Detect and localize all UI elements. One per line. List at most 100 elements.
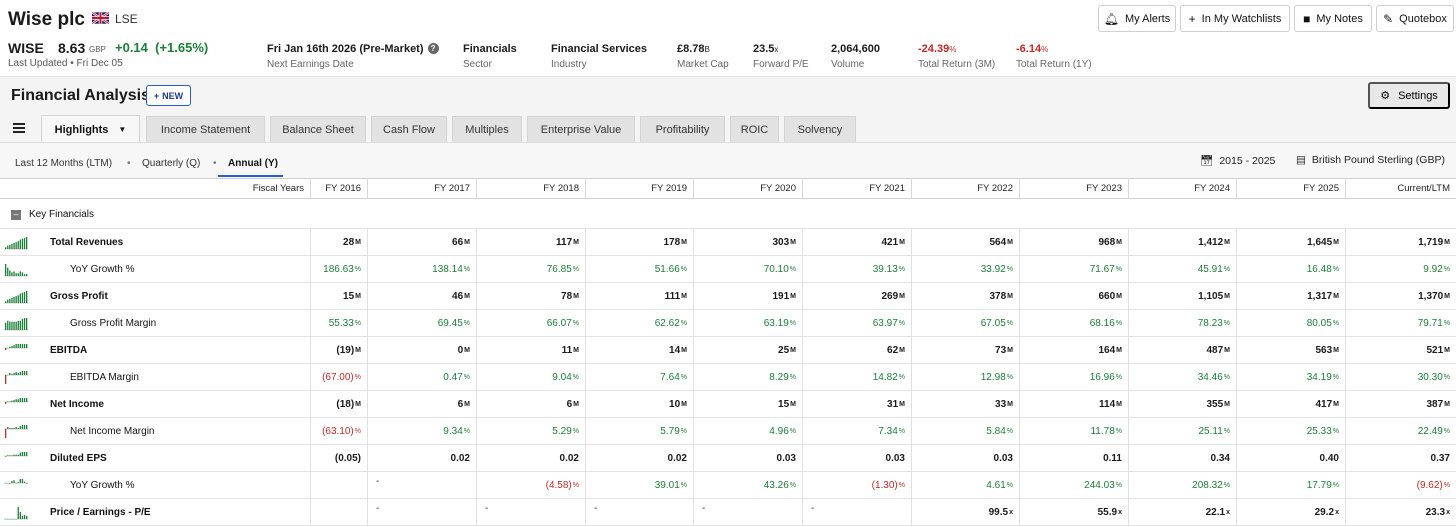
table-cell[interactable]: 30.30%: [1345, 364, 1456, 391]
table-cell[interactable]: 563 M: [1236, 337, 1345, 364]
table-cell[interactable]: 78 M: [476, 283, 585, 310]
tab-profitability[interactable]: Profitability: [640, 116, 725, 142]
table-cell[interactable]: 0.11: [1019, 445, 1128, 472]
tab-roic[interactable]: ROIC: [730, 116, 779, 142]
table-cell[interactable]: 22.1 x: [1128, 499, 1236, 526]
table-cell[interactable]: 63.19%: [693, 310, 802, 337]
table-cell[interactable]: 4.61%: [911, 472, 1019, 499]
table-cell[interactable]: 1,719 M: [1345, 229, 1456, 256]
table-cell[interactable]: 67.05%: [911, 310, 1019, 337]
table-cell[interactable]: 0.37: [1345, 445, 1456, 472]
table-cell[interactable]: 43.26%: [693, 472, 802, 499]
table-cell[interactable]: 1,645 M: [1236, 229, 1345, 256]
table-cell[interactable]: 29.2 x: [1236, 499, 1345, 526]
table-cell[interactable]: (67.00)%: [310, 364, 367, 391]
table-cell[interactable]: 46 M: [367, 283, 476, 310]
watchlists-button[interactable]: + In My Watchlists: [1180, 5, 1290, 32]
table-cell[interactable]: 17.79%: [1236, 472, 1345, 499]
sparkline-chart[interactable]: [4, 398, 28, 412]
table-cell[interactable]: 968 M: [1019, 229, 1128, 256]
table-cell[interactable]: 186.63%: [310, 256, 367, 283]
table-cell[interactable]: (1.30)%: [802, 472, 911, 499]
quotebox-button[interactable]: ✎ Quotebox: [1376, 5, 1454, 32]
settings-button[interactable]: ⚙ Settings: [1368, 82, 1450, 109]
table-cell[interactable]: 0.47%: [367, 364, 476, 391]
table-cell[interactable]: 114 M: [1019, 391, 1128, 418]
table-cell[interactable]: 1,412 M: [1128, 229, 1236, 256]
table-cell[interactable]: -: [476, 499, 585, 526]
table-cell[interactable]: 55.9 x: [1019, 499, 1128, 526]
table-cell[interactable]: 487 M: [1128, 337, 1236, 364]
new-button[interactable]: + NEW: [146, 85, 191, 106]
table-cell[interactable]: -: [367, 472, 476, 499]
table-cell[interactable]: 28 M: [310, 229, 367, 256]
sparkline-chart[interactable]: [4, 506, 28, 520]
table-cell[interactable]: 76.85%: [476, 256, 585, 283]
table-cell[interactable]: 62.62%: [585, 310, 693, 337]
table-cell[interactable]: 0.03: [693, 445, 802, 472]
table-cell[interactable]: 0.02: [476, 445, 585, 472]
table-cell[interactable]: 15 M: [693, 391, 802, 418]
table-cell[interactable]: 14.82%: [802, 364, 911, 391]
collapse-icon[interactable]: –: [11, 210, 21, 220]
table-cell[interactable]: 15 M: [310, 283, 367, 310]
table-cell[interactable]: 1,105 M: [1128, 283, 1236, 310]
tab-multiples[interactable]: Multiples: [452, 116, 522, 142]
table-cell[interactable]: (4.58)%: [476, 472, 585, 499]
table-cell[interactable]: 1,317 M: [1236, 283, 1345, 310]
table-cell[interactable]: -: [802, 499, 911, 526]
table-cell[interactable]: 16.96%: [1019, 364, 1128, 391]
table-cell[interactable]: 68.16%: [1019, 310, 1128, 337]
table-cell[interactable]: 11 M: [476, 337, 585, 364]
table-cell[interactable]: [310, 499, 367, 526]
table-cell[interactable]: 34.46%: [1128, 364, 1236, 391]
table-cell[interactable]: 208.32%: [1128, 472, 1236, 499]
table-cell[interactable]: 99.5 x: [911, 499, 1019, 526]
table-cell[interactable]: (19) M: [310, 337, 367, 364]
tab-solvency[interactable]: Solvency: [784, 116, 856, 142]
period-ltm[interactable]: Last 12 Months (LTM): [15, 158, 113, 169]
table-cell[interactable]: 33.92%: [911, 256, 1019, 283]
table-cell[interactable]: 8.29%: [693, 364, 802, 391]
table-cell[interactable]: (9.62)%: [1345, 472, 1456, 499]
table-cell[interactable]: 138.14%: [367, 256, 476, 283]
sparkline-chart[interactable]: [4, 236, 28, 250]
table-cell[interactable]: 73 M: [911, 337, 1019, 364]
table-cell[interactable]: 25.11%: [1128, 418, 1236, 445]
table-cell[interactable]: -: [693, 499, 802, 526]
table-cell[interactable]: 71.67%: [1019, 256, 1128, 283]
tab-balance-sheet[interactable]: Balance Sheet: [270, 116, 366, 142]
table-cell[interactable]: 22.49%: [1345, 418, 1456, 445]
my-notes-button[interactable]: ■ My Notes: [1294, 5, 1372, 32]
table-cell[interactable]: 660 M: [1019, 283, 1128, 310]
sparkline-chart[interactable]: [4, 425, 28, 439]
table-cell[interactable]: 25 M: [693, 337, 802, 364]
table-cell[interactable]: 55.33%: [310, 310, 367, 337]
sparkline-chart[interactable]: [4, 344, 28, 358]
table-cell[interactable]: 80.05%: [1236, 310, 1345, 337]
table-cell[interactable]: 23.3 x: [1345, 499, 1456, 526]
table-cell[interactable]: 0.03: [802, 445, 911, 472]
table-cell[interactable]: 66.07%: [476, 310, 585, 337]
date-range-selector[interactable]: 📅︎ 2015 - 2025: [1200, 154, 1276, 168]
table-cell[interactable]: 387 M: [1345, 391, 1456, 418]
table-cell[interactable]: 12.98%: [911, 364, 1019, 391]
table-cell[interactable]: 45.91%: [1128, 256, 1236, 283]
table-cell[interactable]: 178 M: [585, 229, 693, 256]
table-cell[interactable]: 16.48%: [1236, 256, 1345, 283]
table-cell[interactable]: 191 M: [693, 283, 802, 310]
table-cell[interactable]: 9.34%: [367, 418, 476, 445]
table-cell[interactable]: 111 M: [585, 283, 693, 310]
table-cell[interactable]: 417 M: [1236, 391, 1345, 418]
table-cell[interactable]: 355 M: [1128, 391, 1236, 418]
table-cell[interactable]: 0.02: [367, 445, 476, 472]
sparkline-chart[interactable]: [4, 371, 28, 385]
table-cell[interactable]: [310, 472, 367, 499]
table-cell[interactable]: 378 M: [911, 283, 1019, 310]
table-cell[interactable]: 9.04%: [476, 364, 585, 391]
tab-cash-flow[interactable]: Cash Flow: [371, 116, 447, 142]
table-cell[interactable]: 521 M: [1345, 337, 1456, 364]
table-cell[interactable]: 117 M: [476, 229, 585, 256]
table-cell[interactable]: 78.23%: [1128, 310, 1236, 337]
